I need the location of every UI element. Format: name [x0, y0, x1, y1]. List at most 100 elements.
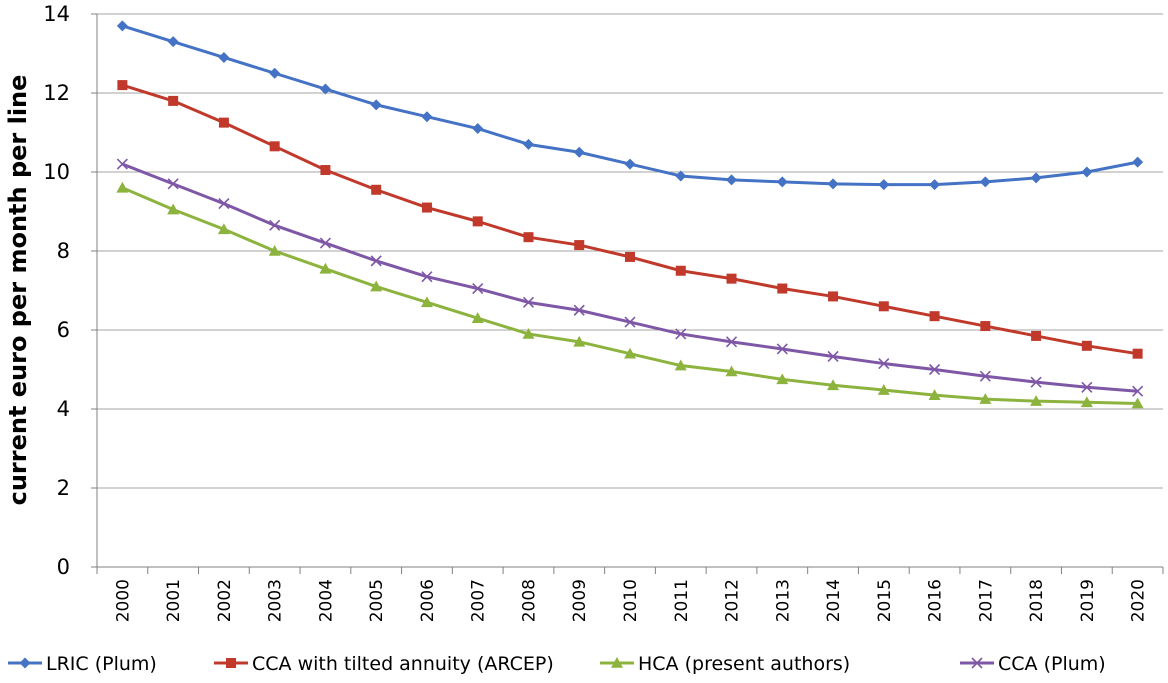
x-tick-label: 2003	[266, 579, 286, 622]
series-0	[116, 20, 1144, 191]
data-point	[675, 170, 687, 182]
data-point	[371, 184, 382, 195]
data-point	[116, 20, 128, 32]
data-point	[1132, 348, 1143, 359]
data-point	[980, 321, 991, 332]
legend-entry: CCA (Plum)	[960, 653, 1106, 675]
x-tick-label: 2011	[672, 579, 692, 622]
data-point	[574, 240, 585, 251]
data-point	[776, 176, 788, 188]
x-tick-label: 2013	[773, 579, 793, 622]
series-1	[117, 80, 1143, 359]
data-point	[675, 328, 687, 340]
data-point	[573, 146, 585, 158]
data-point	[167, 36, 179, 48]
data-point	[725, 336, 738, 348]
data-point	[625, 251, 635, 262]
data-point	[116, 158, 128, 170]
data-point	[929, 311, 940, 322]
data-point	[675, 265, 686, 276]
x-tick-label: 2018	[1027, 579, 1047, 622]
x-tick-label: 2004	[316, 579, 336, 622]
data-point	[1131, 397, 1144, 409]
legend-entry: LRIC (Plum)	[8, 653, 157, 675]
data-point	[370, 99, 382, 111]
x-tick-label: 2012	[723, 579, 743, 622]
data-point	[523, 232, 534, 243]
legend: LRIC (Plum) CCA with tilted annuity (ARCE…	[8, 653, 1106, 675]
legend-swatch-marker	[226, 658, 236, 668]
data-point	[776, 373, 789, 385]
data-point	[522, 327, 535, 339]
data-point	[828, 291, 839, 302]
data-point	[218, 117, 229, 128]
data-point	[624, 158, 636, 170]
y-tick-label: 10	[43, 160, 70, 184]
x-tick-label: 2010	[621, 579, 641, 622]
x-tick-label: 2016	[926, 579, 946, 622]
legend-label: HCA (present authors)	[638, 653, 850, 675]
data-point	[573, 304, 585, 316]
data-point	[421, 111, 433, 123]
data-point	[1031, 330, 1042, 341]
data-point	[1132, 156, 1144, 168]
data-point	[522, 296, 535, 308]
data-point	[726, 174, 738, 186]
data-point	[522, 138, 534, 150]
data-point	[1030, 172, 1042, 184]
y-tick-label: 6	[57, 318, 70, 342]
series	[116, 20, 1144, 409]
legend-swatch-marker	[19, 657, 31, 669]
y-tick-labels: 0 2 4 6 8 10 12 14	[43, 2, 70, 579]
axes	[91, 13, 1164, 574]
x-tick-label: 2009	[570, 579, 590, 622]
data-point	[979, 176, 991, 188]
data-point	[319, 262, 332, 274]
x-tick-label: 2005	[367, 579, 387, 622]
series-3	[116, 158, 1144, 397]
x-tick-label: 2015	[875, 579, 895, 622]
data-point	[929, 179, 941, 191]
data-point	[167, 203, 180, 215]
data-point	[218, 51, 230, 63]
legend-entry: HCA (present authors)	[600, 653, 850, 675]
data-point	[776, 343, 788, 355]
data-point	[116, 181, 129, 193]
data-point	[573, 335, 586, 347]
data-point	[979, 370, 991, 382]
x-tick-labels: 2000 2001 2002 2003 2004 2005 2006 2007 2008 2009…	[113, 579, 1148, 622]
y-tick-label: 2	[57, 476, 70, 500]
data-point	[269, 141, 280, 152]
x-tick-label: 2019	[1078, 579, 1098, 622]
data-point	[218, 198, 230, 210]
data-point	[624, 347, 636, 359]
data-point	[268, 245, 281, 256]
data-point	[421, 202, 432, 213]
data-point	[1080, 396, 1093, 408]
data-point	[117, 80, 128, 91]
x-tick-label: 2008	[519, 579, 539, 622]
data-point	[979, 393, 992, 404]
data-point	[725, 365, 738, 377]
data-point	[319, 237, 331, 249]
y-tick-label: 8	[57, 239, 70, 263]
data-point	[168, 95, 179, 106]
data-point	[726, 273, 737, 284]
data-point	[827, 379, 840, 391]
data-point	[827, 350, 839, 363]
x-tick-label: 2020	[1129, 579, 1149, 622]
data-point	[421, 271, 433, 283]
legend-label: CCA with tilted annuity (ARCEP)	[252, 653, 554, 675]
data-point	[472, 282, 484, 295]
x-tick-label: 2006	[418, 579, 438, 622]
data-point	[674, 359, 687, 371]
data-point	[420, 296, 433, 308]
data-point	[269, 219, 281, 231]
y-tick-label: 12	[43, 81, 70, 105]
data-point	[319, 83, 331, 95]
legend-entry: CCA with tilted annuity (ARCEP)	[214, 653, 554, 675]
data-point	[370, 280, 383, 292]
data-point	[929, 363, 941, 376]
